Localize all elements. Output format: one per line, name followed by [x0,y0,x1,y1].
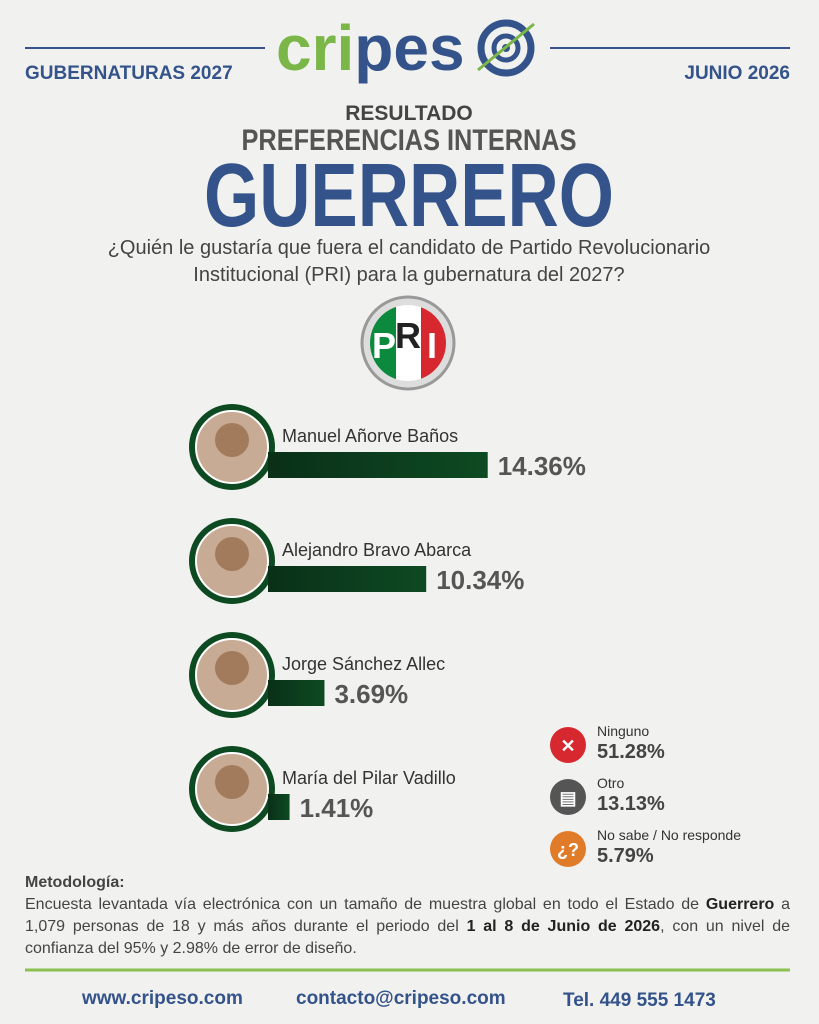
photo-head [215,537,249,571]
methodology-bold: Guerrero [705,896,775,913]
footer-web[interactable]: www.cripeso.com [81,988,243,1009]
bar [268,794,290,820]
methodology-text: Encuesta levantada vía electrónica con u… [25,896,706,913]
answer-label: Otro [597,775,624,791]
methodology-text: a 1,079 personas de 18 y más años durant… [25,896,790,935]
bar [268,680,325,706]
answer-icon-glyph: ▤ [559,788,576,808]
pri-letter: I [427,325,437,366]
bar [268,566,427,592]
answer-label: Ninguno [597,723,649,739]
header-right: JUNIO 2026 [684,63,790,84]
value-label: 1.41% [300,793,374,823]
methodology-bold: 1 al 8 de Junio de 2026 [466,918,661,935]
photo-head [215,423,249,457]
bar-chart: Manuel Añorve Baños 14.36% Alejandro Bravo… [189,404,586,832]
brand: cripes [276,12,465,84]
value-label: 14.36% [498,451,586,481]
pri-letter: R [395,315,421,356]
pri-letter: P [372,325,396,366]
answer-value: 51.28% [597,741,665,763]
value-label: 3.69% [334,679,408,709]
subtitle: PREFERENCIAS INTERNAS [242,124,577,157]
header-left: GUBERNATURAS 2027 [25,63,233,84]
answer-icon-glyph: ¿? [557,840,579,860]
methodology-text: , con un nivel de confianza del 95% y 2.… [25,918,790,957]
kicker: RESULTADO [345,102,473,125]
answer-label: No sabe / No responde [597,827,741,843]
candidate-name: María del Pilar Vadillo [282,768,456,788]
answer-value: 5.79% [597,845,654,867]
brand-part: pes [354,12,464,84]
answer-icon [550,727,586,763]
answer-icon-glyph: ✕ [560,736,575,756]
answer-value: 13.13% [597,793,665,815]
brand-target [477,19,535,77]
other-answers: ✕ Ninguno 51.28% ▤ Otro 13.13% ¿? No sabe / No … [550,723,741,867]
question-line: ¿Quién le gustaría que fuera el candidat… [108,237,711,259]
candidate-name: Manuel Añorve Baños [282,426,458,446]
brand-part: cri [276,12,354,84]
candidate-name: Alejandro Bravo Abarca [282,540,472,560]
pri-logo: P R I [360,295,456,391]
methodology: Metodología: Encuesta levantada vía elect… [25,872,790,960]
value-label: 10.34% [436,565,524,595]
answer-icon [550,779,586,815]
photo-head [215,765,249,799]
footer-phone[interactable]: Tel. 449 555 1473 [563,990,716,1011]
title: GUERRERO [204,146,614,246]
question-line: Institucional (PRI) para la gubernatura … [193,264,624,286]
answer-icon [550,831,586,867]
methodology-title: Metodología: [25,874,125,891]
photo-head [215,651,249,685]
bar [268,452,488,478]
candidate-name: Jorge Sánchez Allec [282,654,445,674]
footer-email[interactable]: contacto@cripeso.com [296,988,506,1009]
